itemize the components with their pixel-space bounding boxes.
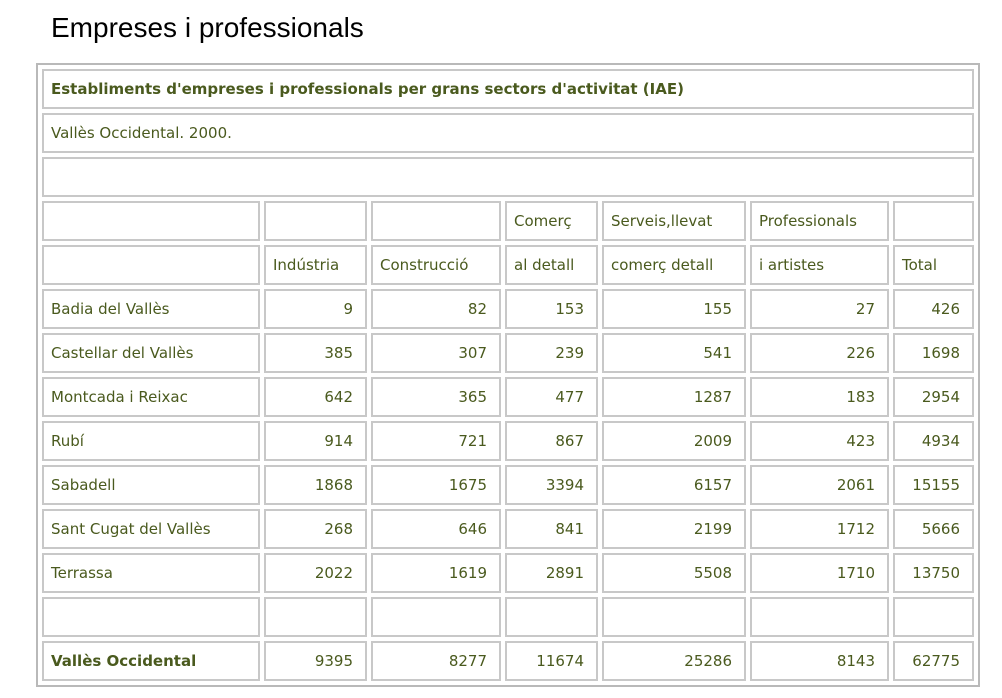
- total-value: 25286: [602, 641, 746, 681]
- value-cell: 365: [371, 377, 501, 417]
- header-cell: [371, 201, 501, 241]
- subtitle-row: Vallès Occidental. 2000.: [42, 113, 974, 153]
- value-cell: 239: [505, 333, 598, 373]
- value-cell: 646: [371, 509, 501, 549]
- value-cell: 867: [505, 421, 598, 461]
- value-cell: 1710: [750, 553, 889, 593]
- value-cell: 183: [750, 377, 889, 417]
- header-cell: i artistes: [750, 245, 889, 285]
- table-row: Rubí 914 721 867 2009 423 4934: [42, 421, 974, 461]
- blank-cell: [371, 597, 501, 637]
- sector-table: Establiments d'empreses i professionals …: [36, 63, 980, 687]
- header-row-2: Indústria Construcció al detall comerç d…: [42, 245, 974, 285]
- total-value: 62775: [893, 641, 974, 681]
- value-cell: 155: [602, 289, 746, 329]
- value-cell: 2022: [264, 553, 367, 593]
- municipality-name: Montcada i Reixac: [42, 377, 260, 417]
- header-cell: [42, 245, 260, 285]
- blank-cell: [893, 597, 974, 637]
- value-cell: 914: [264, 421, 367, 461]
- value-cell: 4934: [893, 421, 974, 461]
- value-cell: 1698: [893, 333, 974, 373]
- value-cell: 721: [371, 421, 501, 461]
- blank-row: [42, 157, 974, 197]
- blank-cell: [750, 597, 889, 637]
- header-cell: [42, 201, 260, 241]
- value-cell: 1619: [371, 553, 501, 593]
- value-cell: 841: [505, 509, 598, 549]
- header-cell: Serveis,llevat: [602, 201, 746, 241]
- blank-cell: [505, 597, 598, 637]
- header-cell: al detall: [505, 245, 598, 285]
- value-cell: 2199: [602, 509, 746, 549]
- municipality-name: Sabadell: [42, 465, 260, 505]
- header-cell: [264, 201, 367, 241]
- total-label: Vallès Occidental: [42, 641, 260, 681]
- total-row: Vallès Occidental 9395 8277 11674 25286 …: [42, 641, 974, 681]
- value-cell: 642: [264, 377, 367, 417]
- blank-cell: [602, 597, 746, 637]
- value-cell: 226: [750, 333, 889, 373]
- table-caption: Establiments d'empreses i professionals …: [42, 69, 974, 109]
- blank-cell: [264, 597, 367, 637]
- value-cell: 6157: [602, 465, 746, 505]
- table-row: Montcada i Reixac 642 365 477 1287 183 2…: [42, 377, 974, 417]
- header-cell: Construcció: [371, 245, 501, 285]
- value-cell: 15155: [893, 465, 974, 505]
- value-cell: 153: [505, 289, 598, 329]
- value-cell: 3394: [505, 465, 598, 505]
- header-cell: Total: [893, 245, 974, 285]
- header-cell: Comerç: [505, 201, 598, 241]
- value-cell: 268: [264, 509, 367, 549]
- header-row-1: Comerç Serveis,llevat Professionals: [42, 201, 974, 241]
- value-cell: 82: [371, 289, 501, 329]
- header-cell: comerç detall: [602, 245, 746, 285]
- table-subtitle: Vallès Occidental. 2000.: [42, 113, 974, 153]
- municipality-name: Castellar del Vallès: [42, 333, 260, 373]
- value-cell: 385: [264, 333, 367, 373]
- value-cell: 5508: [602, 553, 746, 593]
- header-cell: Professionals: [750, 201, 889, 241]
- blank-cell: [42, 597, 260, 637]
- blank-row: [42, 597, 974, 637]
- value-cell: 2891: [505, 553, 598, 593]
- page-title: Empreses i professionals: [51, 12, 364, 43]
- value-cell: 1287: [602, 377, 746, 417]
- value-cell: 1712: [750, 509, 889, 549]
- value-cell: 13750: [893, 553, 974, 593]
- value-cell: 2061: [750, 465, 889, 505]
- value-cell: 423: [750, 421, 889, 461]
- value-cell: 5666: [893, 509, 974, 549]
- value-cell: 2954: [893, 377, 974, 417]
- municipality-name: Sant Cugat del Vallès: [42, 509, 260, 549]
- header-cell: [893, 201, 974, 241]
- table-row: Sant Cugat del Vallès 268 646 841 2199 1…: [42, 509, 974, 549]
- value-cell: 477: [505, 377, 598, 417]
- value-cell: 9: [264, 289, 367, 329]
- value-cell: 541: [602, 333, 746, 373]
- total-value: 8277: [371, 641, 501, 681]
- table-row: Castellar del Vallès 385 307 239 541 226…: [42, 333, 974, 373]
- table-row: Badia del Vallès 9 82 153 155 27 426: [42, 289, 974, 329]
- total-value: 8143: [750, 641, 889, 681]
- municipality-name: Rubí: [42, 421, 260, 461]
- value-cell: 27: [750, 289, 889, 329]
- total-value: 11674: [505, 641, 598, 681]
- value-cell: 2009: [602, 421, 746, 461]
- value-cell: 1868: [264, 465, 367, 505]
- table-row: Sabadell 1868 1675 3394 6157 2061 15155: [42, 465, 974, 505]
- value-cell: 426: [893, 289, 974, 329]
- municipality-name: Badia del Vallès: [42, 289, 260, 329]
- table-row: Terrassa 2022 1619 2891 5508 1710 13750: [42, 553, 974, 593]
- municipality-name: Terrassa: [42, 553, 260, 593]
- header-cell: Indústria: [264, 245, 367, 285]
- blank-cell: [42, 157, 974, 197]
- value-cell: 307: [371, 333, 501, 373]
- value-cell: 1675: [371, 465, 501, 505]
- caption-row: Establiments d'empreses i professionals …: [42, 69, 974, 109]
- total-value: 9395: [264, 641, 367, 681]
